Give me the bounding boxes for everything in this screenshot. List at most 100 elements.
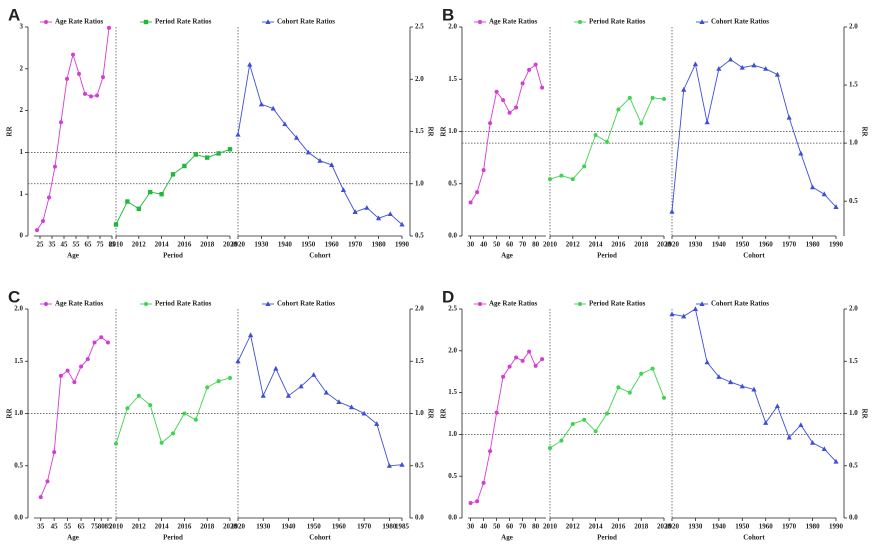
x-tick-label: 1980	[382, 523, 397, 531]
data-point	[260, 392, 266, 398]
data-point	[159, 192, 164, 197]
x-tick-label: 45	[61, 241, 69, 249]
data-point	[47, 195, 51, 200]
y2-axis-label: RR	[860, 126, 868, 137]
y-tick-label: 0.0	[14, 514, 23, 522]
data-point	[58, 373, 63, 378]
data-point	[375, 215, 382, 221]
data-point	[527, 349, 532, 354]
data-point	[627, 390, 632, 395]
y-tick-label: 1.0	[448, 127, 457, 135]
x-tick-label: 2012	[566, 523, 581, 531]
data-point	[92, 340, 97, 345]
x-tick-label: 85	[104, 523, 112, 531]
x-tick-label: 1950	[307, 523, 322, 531]
data-point	[159, 440, 164, 445]
data-point	[270, 105, 276, 111]
data-point	[125, 199, 130, 204]
x-tick-label: 1930	[688, 241, 703, 249]
data-point	[501, 98, 506, 103]
data-point	[227, 147, 233, 152]
data-point	[704, 119, 710, 125]
y2-tick-label: 2.0	[415, 305, 424, 313]
series-line	[237, 333, 403, 467]
series-line	[549, 367, 665, 449]
data-point	[361, 410, 367, 416]
data-point	[605, 139, 609, 144]
x-tick-label: 55	[64, 523, 72, 531]
x-tick-label: 1960	[332, 523, 347, 531]
data-point	[148, 403, 153, 408]
x-tick-label: 1920	[665, 241, 680, 249]
data-point	[45, 479, 50, 484]
x-tick-label: 1970	[782, 241, 797, 249]
y-tick-label: 2	[20, 106, 24, 114]
data-point	[77, 71, 81, 76]
x-tick-label: 1990	[395, 241, 410, 249]
y2-tick-label: 1.0	[849, 409, 858, 417]
data-point	[692, 306, 699, 311]
x-tick-label: 2010	[109, 523, 124, 531]
data-point	[348, 404, 355, 410]
x-tick-label: 30	[467, 523, 475, 531]
y2-tick-label: 0.5	[849, 197, 858, 205]
x-tick-label: 75	[91, 523, 99, 531]
y2-tick-label: 2.0	[415, 75, 424, 83]
y2-tick-label: 0.0	[849, 514, 858, 522]
data-point	[514, 355, 519, 360]
data-point	[148, 189, 153, 195]
x-tick-label: 1940	[281, 523, 296, 531]
data-point	[282, 121, 288, 127]
x-tick-label: 25	[37, 241, 45, 249]
data-point	[107, 25, 111, 30]
data-point	[205, 155, 210, 160]
data-point	[727, 379, 734, 385]
data-point	[704, 359, 710, 365]
data-point	[170, 172, 176, 177]
x-tick-label: 2010	[543, 523, 558, 531]
x-axis-label: Age	[67, 534, 79, 542]
y-tick-label: 2.0	[448, 23, 457, 31]
x-axis-label: Age	[67, 252, 79, 260]
data-point	[540, 357, 545, 362]
data-point	[258, 101, 265, 107]
data-point	[786, 114, 792, 120]
y2-tick-label: 1.5	[849, 357, 858, 365]
x-tick-label: 1920	[665, 523, 680, 531]
data-point	[494, 410, 499, 415]
data-point	[293, 134, 300, 140]
data-point	[639, 371, 644, 376]
x-tick-label: 1990	[829, 523, 844, 531]
data-point	[763, 66, 769, 71]
x-tick-label: 2018	[200, 523, 215, 531]
x-tick-label: 1970	[782, 523, 797, 531]
x-tick-label: 2014	[155, 241, 170, 249]
y-axis-label: RR	[440, 408, 448, 419]
legend-marker	[478, 302, 482, 306]
x-tick-label: 1990	[829, 241, 844, 249]
legend-label: Age Rate Ratios	[55, 18, 103, 26]
data-point	[340, 187, 347, 193]
y-axis-label: RR	[440, 126, 448, 137]
legend-marker	[578, 20, 582, 24]
data-point	[248, 332, 254, 338]
y2-tick-label: 2.5	[415, 23, 424, 31]
data-point	[374, 421, 380, 426]
x-tick-label: 2020	[223, 523, 238, 531]
x-tick-label: 1920	[231, 523, 246, 531]
data-point	[616, 385, 621, 390]
data-point	[65, 76, 69, 81]
series-line	[115, 148, 231, 225]
data-point	[105, 340, 110, 345]
data-point	[311, 372, 317, 377]
data-point	[582, 164, 587, 169]
panel-label: D	[442, 287, 454, 306]
data-point	[540, 85, 545, 90]
data-point	[494, 89, 499, 94]
data-point	[582, 417, 587, 422]
data-point	[193, 152, 198, 157]
x-tick-label: 2010	[543, 241, 558, 249]
panel-label: A	[8, 5, 20, 24]
data-point	[336, 399, 342, 405]
